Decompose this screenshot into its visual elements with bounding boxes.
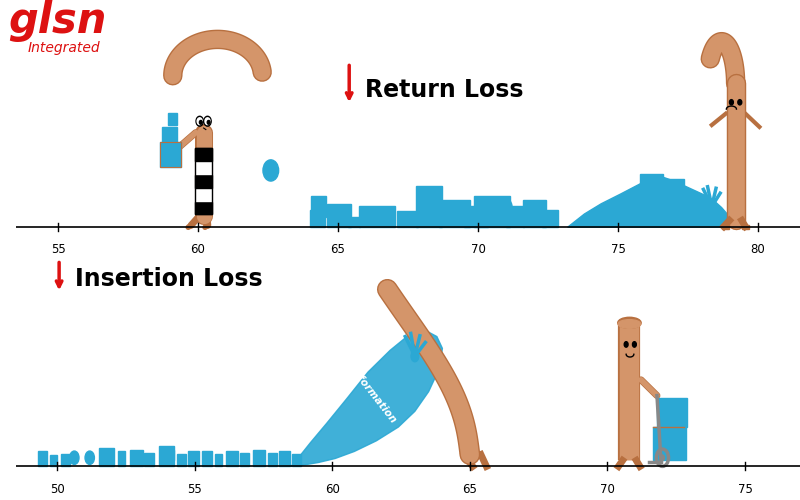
Bar (359, 206, 395, 228)
Bar (195, 175, 212, 188)
Polygon shape (567, 176, 733, 228)
Bar (641, 174, 662, 195)
Text: Information: Information (349, 366, 398, 426)
Text: 60: 60 (325, 483, 340, 496)
Bar (160, 142, 182, 167)
Bar (240, 452, 249, 466)
Circle shape (263, 160, 278, 181)
Bar (226, 452, 238, 466)
Text: 55: 55 (187, 483, 202, 496)
Bar (188, 450, 199, 466)
Bar (177, 454, 186, 466)
Text: 55: 55 (50, 243, 66, 256)
Bar (214, 454, 222, 466)
FancyBboxPatch shape (653, 427, 686, 460)
Bar (195, 148, 212, 214)
Bar (310, 210, 326, 228)
Bar (522, 200, 546, 228)
Bar (130, 450, 142, 466)
Ellipse shape (499, 198, 513, 224)
Text: Insertion Loss: Insertion Loss (75, 267, 262, 291)
Bar (118, 452, 126, 466)
Bar (195, 188, 212, 201)
Bar (50, 454, 58, 466)
Bar (144, 452, 154, 466)
Bar (202, 452, 212, 466)
Bar (278, 450, 290, 466)
Bar (293, 454, 302, 466)
Bar (474, 196, 510, 228)
Bar (438, 200, 470, 228)
Bar (397, 212, 418, 228)
Circle shape (624, 342, 628, 347)
Bar (62, 454, 70, 466)
Text: 60: 60 (190, 243, 206, 256)
Bar (195, 148, 212, 161)
Circle shape (411, 350, 418, 362)
Text: 75: 75 (610, 243, 626, 256)
Bar (542, 210, 558, 228)
Bar (195, 202, 212, 214)
Polygon shape (291, 330, 442, 466)
Bar (660, 179, 684, 195)
Bar (742, 226, 749, 229)
Bar (195, 162, 212, 174)
Bar (38, 452, 47, 466)
Text: 70: 70 (600, 483, 615, 496)
Bar (268, 452, 277, 466)
Circle shape (196, 116, 203, 126)
Circle shape (207, 120, 210, 124)
Bar (506, 206, 524, 228)
Circle shape (730, 100, 734, 105)
Circle shape (197, 118, 202, 124)
Bar (326, 204, 350, 228)
Text: Return Loss: Return Loss (365, 78, 523, 102)
Circle shape (661, 455, 664, 460)
Circle shape (70, 451, 79, 464)
Circle shape (205, 118, 210, 124)
Bar (722, 226, 729, 229)
Text: glsn: glsn (8, 0, 106, 42)
Text: 50: 50 (50, 483, 65, 496)
Bar (253, 450, 265, 466)
Circle shape (85, 451, 94, 464)
Bar (160, 142, 182, 167)
Bar (348, 216, 360, 228)
FancyBboxPatch shape (657, 398, 687, 427)
Bar (162, 127, 177, 142)
Text: 70: 70 (470, 243, 486, 256)
Text: Integrated: Integrated (27, 41, 100, 55)
Circle shape (199, 120, 202, 124)
Bar (416, 186, 442, 228)
Circle shape (708, 201, 716, 212)
Circle shape (204, 116, 211, 126)
Text: 80: 80 (750, 243, 766, 256)
Circle shape (633, 342, 636, 347)
Circle shape (738, 100, 742, 105)
Text: 65: 65 (462, 483, 478, 496)
Ellipse shape (618, 318, 641, 328)
Bar (464, 206, 488, 228)
Ellipse shape (618, 320, 641, 328)
Bar (159, 446, 174, 466)
Bar (98, 448, 114, 466)
Text: 65: 65 (330, 243, 346, 256)
Text: 75: 75 (738, 483, 753, 496)
